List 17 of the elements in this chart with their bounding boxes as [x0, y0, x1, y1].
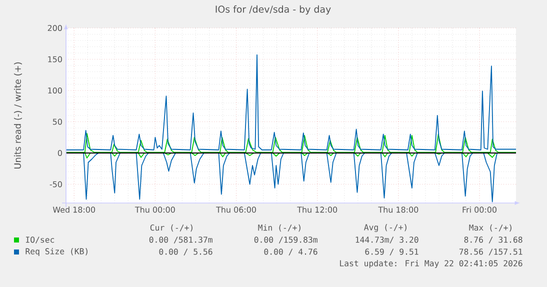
text: 144.73m/ 3.20 [356, 236, 418, 244]
text: Avg (-/+) [364, 224, 406, 232]
text: 8.76 / 31.68 [464, 236, 522, 244]
legend-label: IO/sec [26, 236, 54, 244]
text: Cur (-/+) [150, 224, 192, 232]
text: 0.00 /581.37m [149, 236, 212, 244]
text: 0.00 / 5.56 [159, 248, 212, 256]
text: 0.00 /159.83m [254, 236, 318, 244]
text: 78.56 /157.51 [459, 248, 522, 256]
text: 0.00 / 4.76 [264, 248, 318, 256]
legend-label: Req Size (KB) [26, 248, 88, 256]
text: 6.59 / 9.51 [365, 248, 418, 256]
chart-title: IOs for /dev/sda - by day [216, 5, 331, 15]
text: Max (-/+) [469, 224, 512, 232]
y-axis-title: Units read (-) / write (+) [14, 62, 22, 169]
text: Min (-/+) [258, 224, 300, 232]
text: Last update: Fri May 22 02:41:05 2026 [340, 260, 522, 268]
